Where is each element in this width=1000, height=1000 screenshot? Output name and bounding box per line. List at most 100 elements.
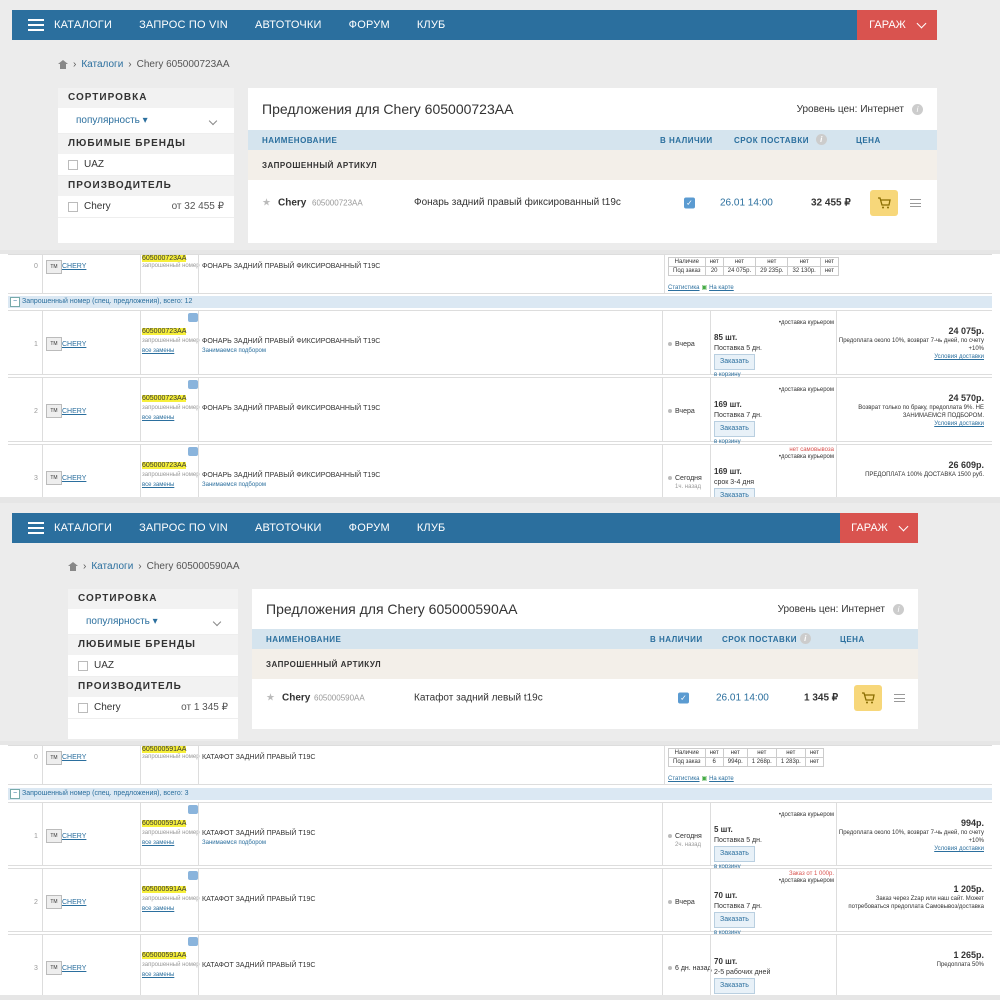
brand-link[interactable]: CHERY	[62, 408, 87, 415]
menu-icon[interactable]	[28, 522, 44, 534]
add-to-cart-link[interactable]: в корзину	[714, 864, 741, 870]
nav-club[interactable]: КЛУБ	[416, 19, 446, 31]
sort-select[interactable]: популярность ▾	[58, 108, 234, 134]
crumb-catalogs[interactable]: Каталоги	[91, 561, 134, 572]
favorite-icon[interactable]	[188, 871, 198, 880]
offer-row[interactable]: ★ Chery 605000590AA Катафот задний левый…	[252, 681, 918, 715]
brand-link[interactable]: CHERY	[62, 754, 87, 761]
order-button[interactable]: Заказать	[714, 912, 755, 928]
article-highlight[interactable]: 605000723AA	[142, 462, 187, 469]
row-menu-icon[interactable]	[910, 199, 921, 207]
delivery-terms-link[interactable]: Условия доставки	[934, 421, 984, 427]
nav-forum[interactable]: ФОРУМ	[348, 19, 390, 31]
nav-catalogs[interactable]: КАТАЛОГИ	[54, 19, 113, 31]
stats-link[interactable]: Статистика	[668, 285, 700, 291]
menu-icon[interactable]	[28, 19, 44, 31]
garage-button[interactable]: ГАРАЖ	[857, 10, 937, 40]
star-icon[interactable]: ★	[266, 692, 275, 704]
info-icon[interactable]: i	[912, 103, 923, 115]
col-stock[interactable]: В НАЛИЧИИ	[660, 136, 713, 145]
garage-button[interactable]: ГАРАЖ	[840, 513, 918, 543]
brand-link[interactable]: CHERY	[62, 833, 87, 840]
order-button[interactable]: Заказать	[714, 421, 755, 437]
group-header[interactable]: Запрошенный номер (спец. предложения), в…	[8, 788, 992, 800]
col-stock[interactable]: В НАЛИЧИИ	[650, 635, 703, 644]
brand-link[interactable]: CHERY	[62, 965, 87, 972]
article-highlight[interactable]: 605000591AA	[142, 746, 187, 753]
maker-option[interactable]: Chery от 32 455 ₽	[58, 196, 234, 218]
table-row: 0 TM CHERY 605000723AA запрошенный номер …	[8, 254, 992, 294]
brand-link[interactable]: CHERY	[62, 899, 87, 906]
checkbox[interactable]	[68, 159, 78, 170]
nav-catalogs[interactable]: КАТАЛОГИ	[54, 522, 113, 534]
add-to-cart-link[interactable]: в корзину	[714, 930, 741, 936]
replacements-link[interactable]: все замены	[142, 482, 175, 488]
group-header[interactable]: Запрошенный номер (спец. предложения), в…	[8, 296, 992, 308]
replacements-link[interactable]: все замены	[142, 972, 175, 978]
brand-link[interactable]: CHERY	[62, 475, 87, 482]
favorite-icon[interactable]	[188, 313, 198, 322]
favorite-icon[interactable]	[188, 447, 198, 456]
fav-brand-option[interactable]: UAZ	[68, 655, 238, 677]
replacements-link[interactable]: все замены	[142, 840, 175, 846]
sort-select[interactable]: популярность ▾	[68, 609, 238, 635]
fav-brand-option[interactable]: UAZ	[58, 154, 234, 176]
col-delivery[interactable]: СРОК ПОСТАВКИ	[722, 635, 797, 644]
level-value: Интернет	[860, 103, 904, 115]
article-highlight[interactable]: 605000723AA	[142, 328, 187, 335]
nav-vin[interactable]: ЗАПРОС ПО VIN	[139, 522, 228, 534]
info-icon[interactable]: i	[893, 603, 904, 615]
col-name[interactable]: НАИМЕНОВАНИЕ	[262, 136, 338, 145]
nav-club[interactable]: КЛУБ	[416, 522, 446, 534]
row-num: 2	[34, 408, 38, 415]
col-delivery[interactable]: СРОК ПОСТАВКИ	[734, 136, 809, 145]
brand-link[interactable]: CHERY	[62, 341, 87, 348]
col-price[interactable]: ЦЕНА	[856, 136, 881, 145]
col-name[interactable]: НАИМЕНОВАНИЕ	[266, 635, 342, 644]
favorite-icon[interactable]	[188, 805, 198, 814]
order-button[interactable]: Заказать	[714, 846, 755, 862]
nav-autopoints[interactable]: АВТОТОЧКИ	[254, 522, 322, 534]
article-highlight[interactable]: 605000591AA	[142, 820, 187, 827]
row-menu-icon[interactable]	[894, 694, 905, 702]
order-button[interactable]: Заказать	[714, 978, 755, 994]
col-price[interactable]: ЦЕНА	[840, 635, 865, 644]
home-icon[interactable]	[68, 562, 78, 571]
info-icon[interactable]: i	[800, 633, 811, 644]
nav-autopoints[interactable]: АВТОТОЧКИ	[254, 19, 322, 31]
article-highlight[interactable]: 605000591AA	[142, 886, 187, 893]
offer-row[interactable]: ★ Chery 605000723AA Фонарь задний правый…	[248, 186, 937, 220]
map-link[interactable]: На карте	[709, 285, 734, 291]
replacements-link[interactable]: все замены	[142, 348, 175, 354]
order-button[interactable]: Заказать	[714, 488, 755, 497]
maker-option[interactable]: Chery от 1 345 ₽	[68, 697, 238, 719]
article-highlight[interactable]: 605000591AA	[142, 952, 187, 959]
replacements-link[interactable]: все замены	[142, 906, 175, 912]
add-to-cart-link[interactable]: в корзину	[714, 372, 741, 378]
delivery-terms-link[interactable]: Условия доставки	[934, 354, 984, 360]
info-icon[interactable]: i	[816, 134, 827, 145]
checkbox[interactable]	[68, 201, 78, 212]
cart-button[interactable]	[854, 685, 882, 711]
offer-brand[interactable]: Chery	[278, 197, 307, 209]
replacements-link[interactable]: все замены	[142, 415, 175, 421]
brand-link[interactable]: CHERY	[62, 263, 87, 270]
home-icon[interactable]	[58, 60, 68, 69]
favorite-icon[interactable]	[188, 937, 198, 946]
checkbox[interactable]	[78, 702, 88, 713]
order-button[interactable]: Заказать	[714, 354, 755, 370]
nav-vin[interactable]: ЗАПРОС ПО VIN	[139, 19, 228, 31]
delivery-terms-link[interactable]: Условия доставки	[934, 846, 984, 852]
article-highlight[interactable]: 605000723AA	[142, 255, 187, 262]
offer-brand[interactable]: Chery	[282, 692, 311, 704]
crumb-catalogs[interactable]: Каталоги	[81, 59, 124, 70]
article-highlight[interactable]: 605000723AA	[142, 395, 187, 402]
map-link[interactable]: На карте	[709, 776, 734, 782]
star-icon[interactable]: ★	[262, 197, 271, 209]
checkbox[interactable]	[78, 660, 88, 671]
cart-button[interactable]	[870, 190, 898, 216]
nav-forum[interactable]: ФОРУМ	[348, 522, 390, 534]
add-to-cart-link[interactable]: в корзину	[714, 439, 741, 445]
favorite-icon[interactable]	[188, 380, 198, 389]
stats-link[interactable]: Статистика	[668, 776, 700, 782]
